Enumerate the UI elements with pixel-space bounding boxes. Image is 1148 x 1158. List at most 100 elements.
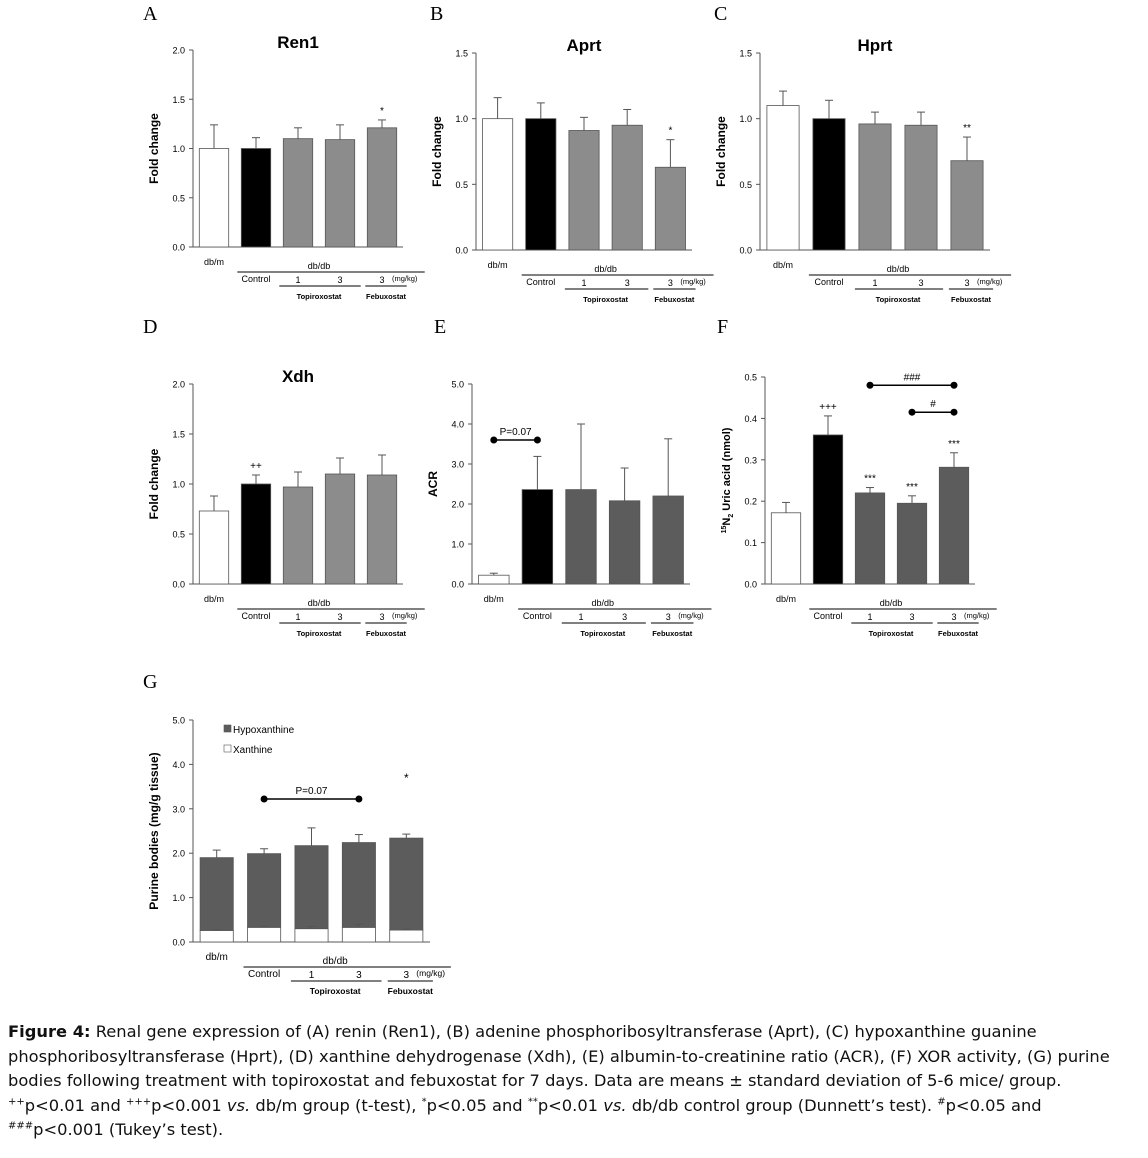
unit-label: (mg/kg) [977, 277, 1003, 286]
group-label-control: Control [523, 611, 552, 621]
bar [568, 130, 600, 251]
y-tick-label: 0.5 [744, 373, 757, 383]
bar [324, 473, 356, 585]
bar-xanthine [341, 926, 376, 943]
bar [770, 512, 802, 585]
panel-letter: D [143, 316, 157, 338]
bar [950, 160, 984, 251]
y-tick-label: 0.5 [739, 180, 752, 190]
dose-label-3: 3 [918, 278, 923, 288]
dose-label-1: 1 [295, 612, 300, 622]
group-label-dbdb: db/db [323, 956, 348, 967]
dose-label-1: 1 [295, 275, 300, 285]
group-label-febuxostat: Febuxostat [388, 986, 434, 996]
significance-mark: ++ [250, 461, 262, 472]
caption-text: Renal gene expression of (A) renin (Ren1… [8, 1022, 1110, 1090]
y-axis-label: 15N2 Uric acid (nmol) [721, 427, 735, 533]
bar [611, 124, 643, 251]
group-label-dbm: db/m [204, 257, 224, 267]
group-label-topiroxostat: Topiroxostat [297, 292, 342, 301]
y-tick-label: 0.4 [744, 414, 757, 424]
group-label-control: Control [526, 277, 555, 287]
dose-label-3-febuxostat: 3 [404, 970, 410, 981]
group-label-control: Control [241, 274, 270, 284]
unit-label: (mg/kg) [964, 611, 990, 620]
bracket-dot [490, 436, 498, 444]
caption-sup: +++ [125, 1096, 152, 1108]
y-tick-label: 0.2 [744, 497, 757, 507]
y-label-sup: 15 [721, 526, 728, 534]
caption-sup: ++ [8, 1096, 25, 1108]
panel-letter: A [143, 3, 158, 25]
bar-hypoxanthine [199, 857, 234, 931]
unit-label: (mg/kg) [678, 611, 704, 620]
bracket-dot [950, 408, 958, 416]
caption-sup: * [421, 1096, 427, 1108]
dose-label-3: 3 [909, 612, 914, 622]
caption-sup: ** [527, 1096, 538, 1108]
y-tick-label: 1.5 [172, 95, 185, 105]
unit-label: (mg/kg) [416, 968, 445, 978]
bar-xanthine [247, 926, 282, 943]
y-tick-label: 4.0 [172, 760, 185, 770]
y-tick-label: 1.5 [739, 49, 752, 59]
bar [521, 489, 554, 585]
bracket-dot [260, 795, 268, 803]
group-label-topiroxostat: Topiroxostat [580, 629, 625, 638]
y-tick-label: 1.0 [172, 480, 185, 490]
y-tick-label: 2.0 [451, 500, 464, 510]
bar [482, 118, 514, 251]
caption-italic: vs. [603, 1095, 627, 1115]
significance-mark: +++ [819, 402, 837, 413]
group-label-dbdb: db/db [308, 261, 331, 271]
bar [198, 510, 230, 585]
group-label-topiroxostat: Topiroxostat [876, 295, 921, 304]
bar [198, 148, 230, 248]
dose-label-3-febuxostat: 3 [379, 612, 384, 622]
group-label-control: Control [813, 611, 842, 621]
bar [608, 500, 641, 585]
group-label-febuxostat: Febuxostat [366, 629, 407, 638]
y-tick-label: 0.5 [172, 193, 185, 203]
bar-hypoxanthine [341, 842, 376, 928]
y-tick-label: 0.0 [172, 243, 185, 253]
bar [904, 124, 938, 251]
bar [525, 118, 557, 251]
y-axis-label: ACR [426, 471, 440, 497]
unit-label: (mg/kg) [392, 611, 418, 620]
legend-label-hypoxanthine: Hypoxanthine [233, 725, 295, 736]
y-tick-label: 0.5 [455, 180, 468, 190]
bar [858, 123, 892, 251]
caption-text: db/db control group (Dunnett’s test). [626, 1095, 938, 1115]
y-tick-label: 0.0 [172, 580, 185, 590]
group-label-control: Control [248, 969, 280, 980]
chart-panel-D: D Xdh 0.0 0.5 1.0 1.5 2.0 Fold change ++ db/m db/d… [143, 316, 425, 638]
chart-title: Hprt [858, 36, 893, 55]
y-tick-label: 1.0 [172, 893, 185, 903]
bar [854, 492, 886, 585]
caption-text: p<0.05 and [426, 1095, 528, 1115]
bar [812, 434, 844, 585]
unit-label: (mg/kg) [392, 274, 418, 283]
caption-text: p<0.05 and [945, 1095, 1042, 1115]
y-tick-label: 1.5 [172, 430, 185, 440]
significance-mark: * [404, 771, 409, 785]
y-tick-label: 2.0 [172, 46, 185, 56]
chart-panel-G: G 0.0 1.0 2.0 3.0 4.0 5.0 Purine bodies (mg/g t… [143, 671, 451, 996]
bar [366, 127, 398, 248]
y-tick-label: 3.0 [172, 804, 185, 814]
y-tick-label: 5.0 [451, 380, 464, 390]
y-tick-label: 2.0 [172, 849, 185, 859]
bar [240, 148, 272, 248]
y-tick-label: 1.5 [455, 49, 468, 59]
significance-mark: *** [864, 474, 876, 485]
y-axis-label: Purine bodies (mg/g tissue) [147, 752, 161, 909]
legend-label-xanthine: Xanthine [233, 745, 273, 756]
significance-mark: * [668, 126, 672, 137]
group-label-febuxostat: Febuxostat [938, 629, 979, 638]
y-axis-label: Fold change [147, 448, 161, 519]
significance-mark: ** [963, 123, 971, 134]
bar-hypoxanthine [294, 845, 329, 930]
dose-label-3-febuxostat: 3 [951, 612, 956, 622]
group-label-dbdb: db/db [308, 598, 331, 608]
